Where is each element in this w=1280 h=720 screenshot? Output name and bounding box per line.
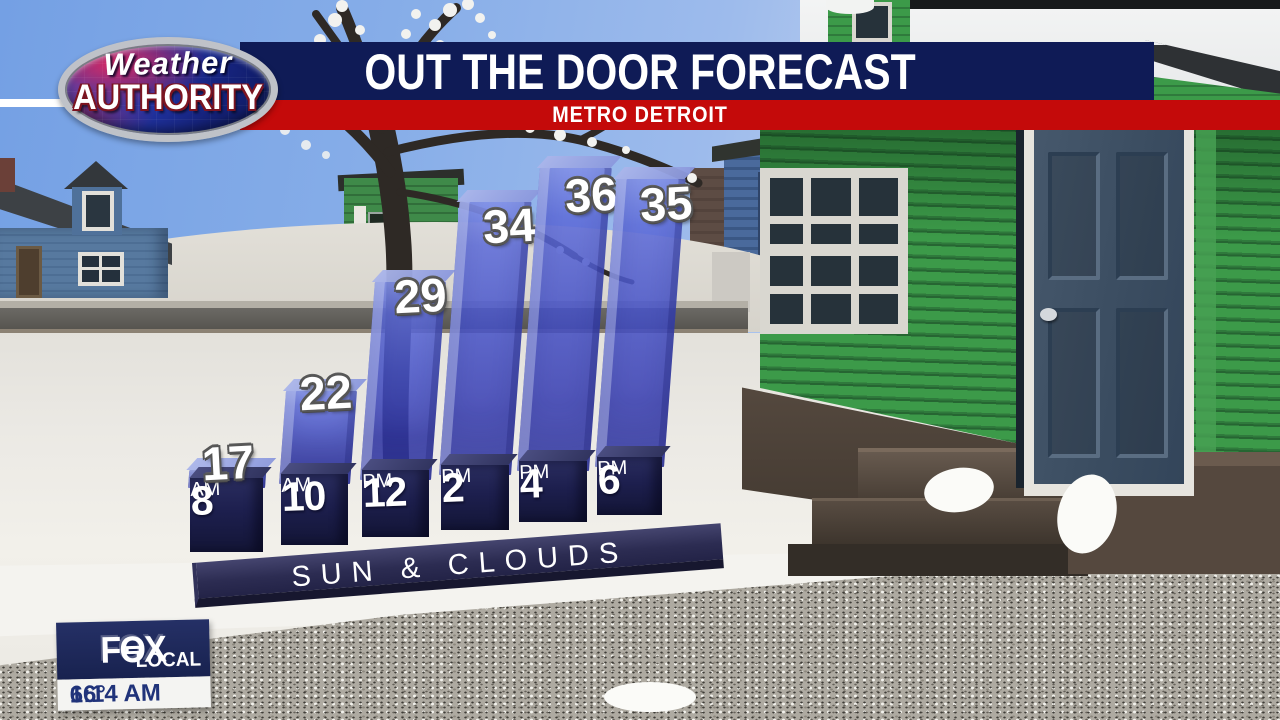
page-subtitle: METRO DETROIT [552,102,728,127]
time-meridiem: PM [518,461,550,485]
blue-house-door [16,246,42,298]
weather-authority-logo: Weather AUTHORITY [58,37,278,142]
header-accent-line [0,99,74,107]
time-temp-strip: 6:14 AM 16° [57,676,211,711]
header-subbar [240,100,1280,130]
time-cube: 8 AM [190,477,263,552]
time-cube: 4 PM [518,460,587,523]
time-cube-top [596,446,671,457]
temp-label: 35 [638,176,694,232]
temp-label: 17 [200,434,256,491]
door-handle [1040,308,1057,321]
time-cube-top [518,450,596,462]
time-meridiem: PM [361,469,393,493]
time-cube: 2 PM [440,465,509,530]
station-badge: FOX LOCAL 6:14 AM 16° [56,619,211,711]
local-logo: LOCAL [134,647,201,672]
logo-grid-texture [66,45,270,134]
time-cube: 10 AM [280,472,348,545]
blue-house-dormer-window [82,191,114,231]
current-temp: 16° [69,680,107,708]
blue-house-window [78,252,124,286]
time-meridiem: PM [596,456,628,480]
time-meridiem: AM [280,473,312,497]
time-cube: 6 PM [596,456,662,515]
time-cube: 12 PM [361,468,429,538]
green-house-corner-trim [1196,128,1216,473]
green-house-door [1034,130,1184,484]
green-house-gable-snow [826,0,874,14]
logo-oval [58,37,278,142]
time-meridiem: PM [440,465,472,489]
page-title: OUT THE DOOR FORECAST [364,44,916,100]
header-bar [240,42,1154,100]
blue-house-chimney [0,158,15,192]
snow-patch [604,682,696,712]
porch-step-bottom [788,544,1088,576]
green-house-roof-edge [850,0,1280,9]
green-house-window [760,168,908,334]
station-badge-top: FOX LOCAL [56,619,211,680]
local-logo-box: LOCAL [125,645,201,671]
logo-word-authority: AUTHORITY [73,78,263,117]
